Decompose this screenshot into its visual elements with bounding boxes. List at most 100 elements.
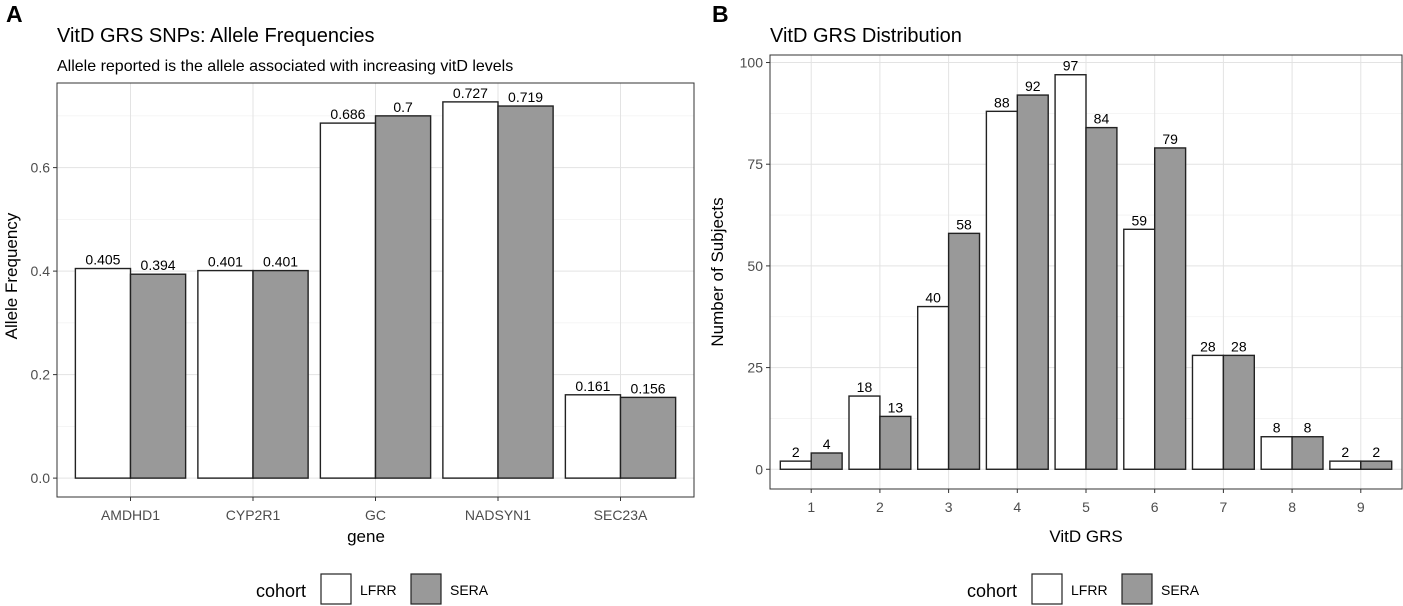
panel-a-bar-sera [129,273,187,479]
panel-b-bar-sera [1360,460,1393,470]
panel-a-data-label-sera: 0.7 [393,99,413,115]
panel-b-x-tick-label: 3 [945,499,953,515]
panel-a-bar-lfrr [319,122,377,479]
legend-label-sera: SERA [450,582,489,598]
panel-a-y-tick-label: 0.0 [31,470,51,486]
panel-a-data-label-lfrr: 0.401 [208,254,243,270]
panel-b-x-tick-label: 8 [1288,499,1296,515]
panel-a-bar-lfrr [564,394,622,479]
panel-b: B VitD GRS Distribution 2184088975928824… [708,1,1403,546]
legend-title: cohort [967,581,1017,601]
panel-b-bar-sera [1153,147,1187,470]
panel-a-x-tick-label: SEC23A [594,507,648,523]
panel-b-x-tick-label: 5 [1082,499,1090,515]
panel-b-x-tick-label: 2 [876,499,884,515]
panel-b-bar-lfrr [1191,354,1225,470]
panel-b-data-label-sera: 84 [1094,111,1110,127]
panel-b-bar-sera [1085,126,1118,470]
panel-a-data-label-sera: 0.156 [631,380,666,396]
panel-a-y-tick-label: 0.4 [31,263,51,279]
panel-b-x-tick-label: 6 [1151,499,1159,515]
panel-a-data-label-sera: 0.719 [508,89,543,105]
panel-b-x-tick-label: 4 [1013,499,1021,515]
panel-b-bars [779,74,1393,470]
panel-b-y-axis: 0 25 50 75 100 [740,55,770,477]
panel-a-subtitle: Allele reported is the allele associated… [57,58,513,75]
panel-b-data-label-sera: 8 [1304,420,1312,436]
panel-a-x-tick-label: GC [365,507,386,523]
panel-b-data-label-lfrr: 8 [1273,420,1281,436]
panel-a-x-axis: AMDHD1 CYP2R1 GC NADSYN1 SEC23A [101,497,648,523]
panel-b-x-tick-label: 9 [1357,499,1365,515]
panel-b-y-tick-label: 25 [747,360,763,376]
panel-b-data-label-lfrr: 18 [857,379,873,395]
panel-b-y-tick-label: 100 [740,55,764,71]
panel-b-data-label-lfrr: 28 [1200,338,1216,354]
panel-b-data-label-lfrr: 97 [1063,58,1079,74]
panel-b-x-axis: 1 2 3 4 5 6 7 8 9 [807,489,1365,515]
legend-label-lfrr: LFRR [1071,582,1108,598]
legend-label-lfrr: LFRR [360,582,397,598]
panel-a-data-label-lfrr: 0.727 [453,85,488,101]
panel-a-letter: A [6,1,23,27]
panel-a-y-tick-label: 0.2 [31,367,51,383]
panel-b-x-tick-label: 7 [1219,499,1227,515]
legend-key-sera [410,573,442,605]
panel-a-y-tick-label: 0.6 [31,160,51,176]
panel-b-data-label-sera: 79 [1162,131,1178,147]
legend-key-lfrr [320,573,352,605]
panel-b-y-tick-label: 75 [747,156,763,172]
panel-b-data-label-sera: 4 [823,436,831,452]
panel-b-bar-lfrr [1123,228,1156,470]
panel-a: A VitD GRS SNPs: Allele Frequencies Alle… [2,1,695,546]
panel-b-x-tick-label: 1 [807,499,815,515]
panel-b-data-label-lfrr: 88 [994,94,1010,110]
panel-b-bar-lfrr [985,110,1019,470]
panel-b-data-label-sera: 2 [1372,444,1380,460]
legend-key-sera [1121,573,1153,605]
panel-b-data-label-sera: 58 [956,216,972,232]
panel-b-bar-sera [879,415,912,470]
panel-a-data-labels: 0.405 0.401 0.686 0.727 0.161 0.394 0.401 0.7 0.… [85,85,665,396]
panel-b-y-axis-title: Number of Subjects [708,197,727,346]
panel-a-x-tick-label: CYP2R1 [226,507,281,523]
panel-a-bar-lfrr [74,267,132,479]
panel-a-data-label-lfrr: 0.161 [575,378,610,394]
panel-b-y-tick-label: 50 [747,258,763,274]
panel-b-data-label-lfrr: 40 [925,290,941,306]
panel-b-bar-lfrr [848,395,881,470]
panel-b-bar-sera [1016,94,1049,470]
panel-a-y-axis-title: Allele Frequency [2,212,21,339]
panel-a-x-tick-label: NADSYN1 [465,507,531,523]
panel-a-y-axis: 0.0 0.2 0.4 0.6 [31,160,57,486]
panel-a-data-label-lfrr: 0.686 [330,106,365,122]
panel-b-letter: B [712,1,729,27]
panel-b-data-label-lfrr: 2 [792,444,800,460]
panel-b-bar-lfrr [1329,460,1362,470]
panel-b-bar-lfrr [1054,74,1087,470]
panel-a-bar-sera [252,269,309,479]
panel-b-x-axis-title: VitD GRS [1049,527,1122,546]
panel-b-bar-sera [1222,354,1256,470]
panel-a-x-axis-title: gene [347,527,385,546]
panel-b-data-label-sera: 13 [888,399,904,415]
panel-b-bar-lfrr [1260,436,1293,470]
panel-b-bar-lfrr [916,305,950,470]
panel-a-legend: cohort LFRR SERA [256,573,489,605]
panel-b-data-label-lfrr: 2 [1341,444,1349,460]
panel-b-title: VitD GRS Distribution [770,25,962,47]
panel-a-x-tick-label: AMDHD1 [101,507,160,523]
legend-key-lfrr [1031,573,1063,605]
legend-title: cohort [256,581,306,601]
panel-b-legend: cohort LFRR SERA [967,573,1200,605]
panel-a-bar-sera [374,115,432,479]
panel-a-bar-sera [619,396,677,479]
panel-a-data-label-sera: 0.401 [263,254,298,270]
panel-b-bar-lfrr [779,460,812,470]
legend-label-sera: SERA [1161,582,1200,598]
panel-b-data-label-sera: 92 [1025,78,1041,94]
panel-b-data-labels: 2 18 40 88 97 59 28 8 2 4 13 58 92 84 79 28 8 2 [792,58,1380,460]
panel-a-bar-lfrr [442,101,499,479]
panel-b-bar-sera [810,452,843,470]
